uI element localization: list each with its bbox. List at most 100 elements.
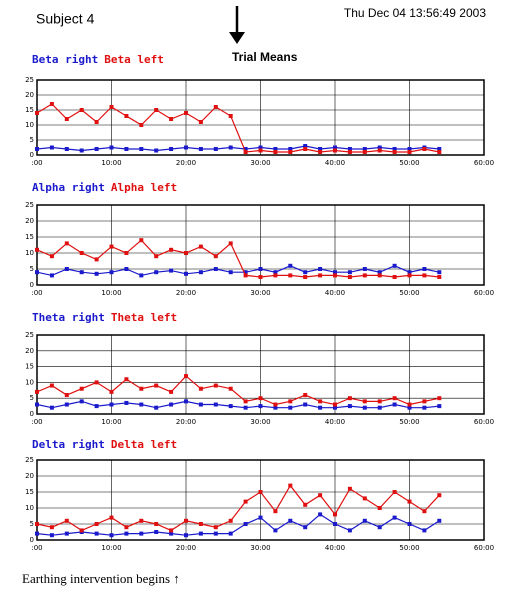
data-point bbox=[35, 522, 39, 526]
data-point bbox=[258, 145, 263, 150]
data-point bbox=[318, 150, 323, 154]
y-tick-label: 20 bbox=[25, 91, 34, 99]
data-point bbox=[49, 533, 54, 538]
data-point bbox=[407, 273, 412, 278]
data-point bbox=[94, 531, 99, 536]
y-tick-label: 15 bbox=[25, 233, 34, 241]
data-point bbox=[362, 147, 367, 151]
data-point bbox=[288, 518, 293, 523]
x-tick-label: :00 bbox=[31, 418, 42, 426]
data-point bbox=[273, 270, 278, 275]
data-point bbox=[362, 150, 367, 154]
data-point bbox=[49, 145, 54, 150]
series-line bbox=[36, 484, 440, 532]
data-point bbox=[422, 267, 427, 271]
data-point bbox=[288, 273, 293, 278]
data-point bbox=[243, 499, 248, 504]
data-point bbox=[198, 522, 203, 526]
data-point bbox=[377, 525, 382, 530]
data-point bbox=[243, 399, 248, 404]
data-point bbox=[154, 405, 159, 410]
data-point bbox=[303, 147, 308, 151]
data-point bbox=[392, 275, 397, 279]
data-point bbox=[273, 528, 278, 533]
x-tick-label: 10:00 bbox=[101, 159, 121, 167]
data-point bbox=[124, 531, 129, 536]
data-point bbox=[169, 268, 174, 273]
data-point bbox=[392, 402, 397, 407]
y-tick-label: 15 bbox=[25, 106, 34, 114]
data-point bbox=[407, 522, 412, 526]
data-point bbox=[109, 389, 114, 394]
x-tick-label: 60:00 bbox=[474, 289, 494, 297]
data-point bbox=[303, 402, 308, 407]
data-point bbox=[318, 405, 323, 410]
data-point bbox=[422, 405, 427, 410]
x-tick-label: 20:00 bbox=[176, 159, 196, 167]
data-point bbox=[288, 399, 293, 404]
data-point bbox=[213, 402, 218, 407]
data-point bbox=[49, 254, 54, 259]
timestamp: Thu Dec 04 13:56:49 2003 bbox=[344, 6, 486, 20]
data-point bbox=[49, 525, 54, 530]
data-point bbox=[109, 145, 114, 150]
data-point bbox=[228, 518, 233, 523]
x-tick-label: 30:00 bbox=[250, 289, 270, 297]
data-point bbox=[273, 147, 278, 151]
data-point bbox=[154, 383, 159, 388]
data-point bbox=[362, 399, 367, 404]
arrow-head bbox=[229, 32, 245, 44]
data-point bbox=[437, 270, 442, 275]
data-point bbox=[228, 241, 233, 246]
chart-title: Trial Means bbox=[232, 50, 298, 64]
y-tick-label: 25 bbox=[25, 76, 34, 84]
data-point bbox=[347, 270, 352, 275]
data-point bbox=[318, 147, 323, 151]
y-tick-label: 5 bbox=[30, 265, 34, 273]
data-point bbox=[154, 522, 159, 526]
series-line bbox=[36, 103, 440, 153]
data-point bbox=[318, 273, 323, 278]
data-point bbox=[49, 405, 54, 410]
data-point bbox=[94, 120, 99, 124]
y-tick-label: 0 bbox=[30, 536, 34, 544]
data-point bbox=[228, 386, 233, 391]
data-point bbox=[169, 402, 174, 407]
data-point bbox=[303, 502, 308, 507]
data-point bbox=[333, 273, 337, 278]
legend-entry: Theta left bbox=[111, 311, 177, 324]
data-point bbox=[79, 108, 84, 112]
data-point bbox=[154, 148, 159, 153]
y-tick-label: 25 bbox=[25, 201, 34, 209]
data-point bbox=[392, 396, 397, 401]
data-point bbox=[303, 270, 308, 275]
y-tick-label: 10 bbox=[25, 121, 34, 129]
data-point bbox=[49, 383, 54, 388]
x-tick-label: 60:00 bbox=[474, 159, 494, 167]
data-point bbox=[243, 147, 248, 151]
legend-entry: Delta left bbox=[111, 438, 177, 451]
y-tick-label: 5 bbox=[30, 136, 34, 144]
data-point bbox=[154, 530, 159, 534]
data-point bbox=[79, 251, 84, 255]
y-tick-label: 0 bbox=[30, 410, 34, 418]
data-point bbox=[169, 528, 174, 533]
data-point bbox=[198, 402, 203, 407]
x-tick-label: 50:00 bbox=[399, 159, 419, 167]
data-point bbox=[258, 490, 263, 494]
data-point bbox=[228, 531, 233, 536]
y-tick-label: 15 bbox=[25, 488, 34, 496]
subject-label: Subject 4 bbox=[36, 11, 95, 27]
x-tick-label: 30:00 bbox=[250, 159, 270, 167]
data-point bbox=[258, 275, 263, 279]
x-tick-label: 40:00 bbox=[325, 418, 345, 426]
legend-entry: Alpha left bbox=[111, 181, 177, 194]
data-point bbox=[213, 147, 218, 151]
data-point bbox=[139, 386, 144, 391]
header-box bbox=[22, 6, 182, 68]
legend-entry: Delta right bbox=[32, 438, 105, 451]
data-point bbox=[228, 404, 233, 409]
data-point bbox=[198, 244, 203, 249]
data-point bbox=[228, 114, 233, 118]
